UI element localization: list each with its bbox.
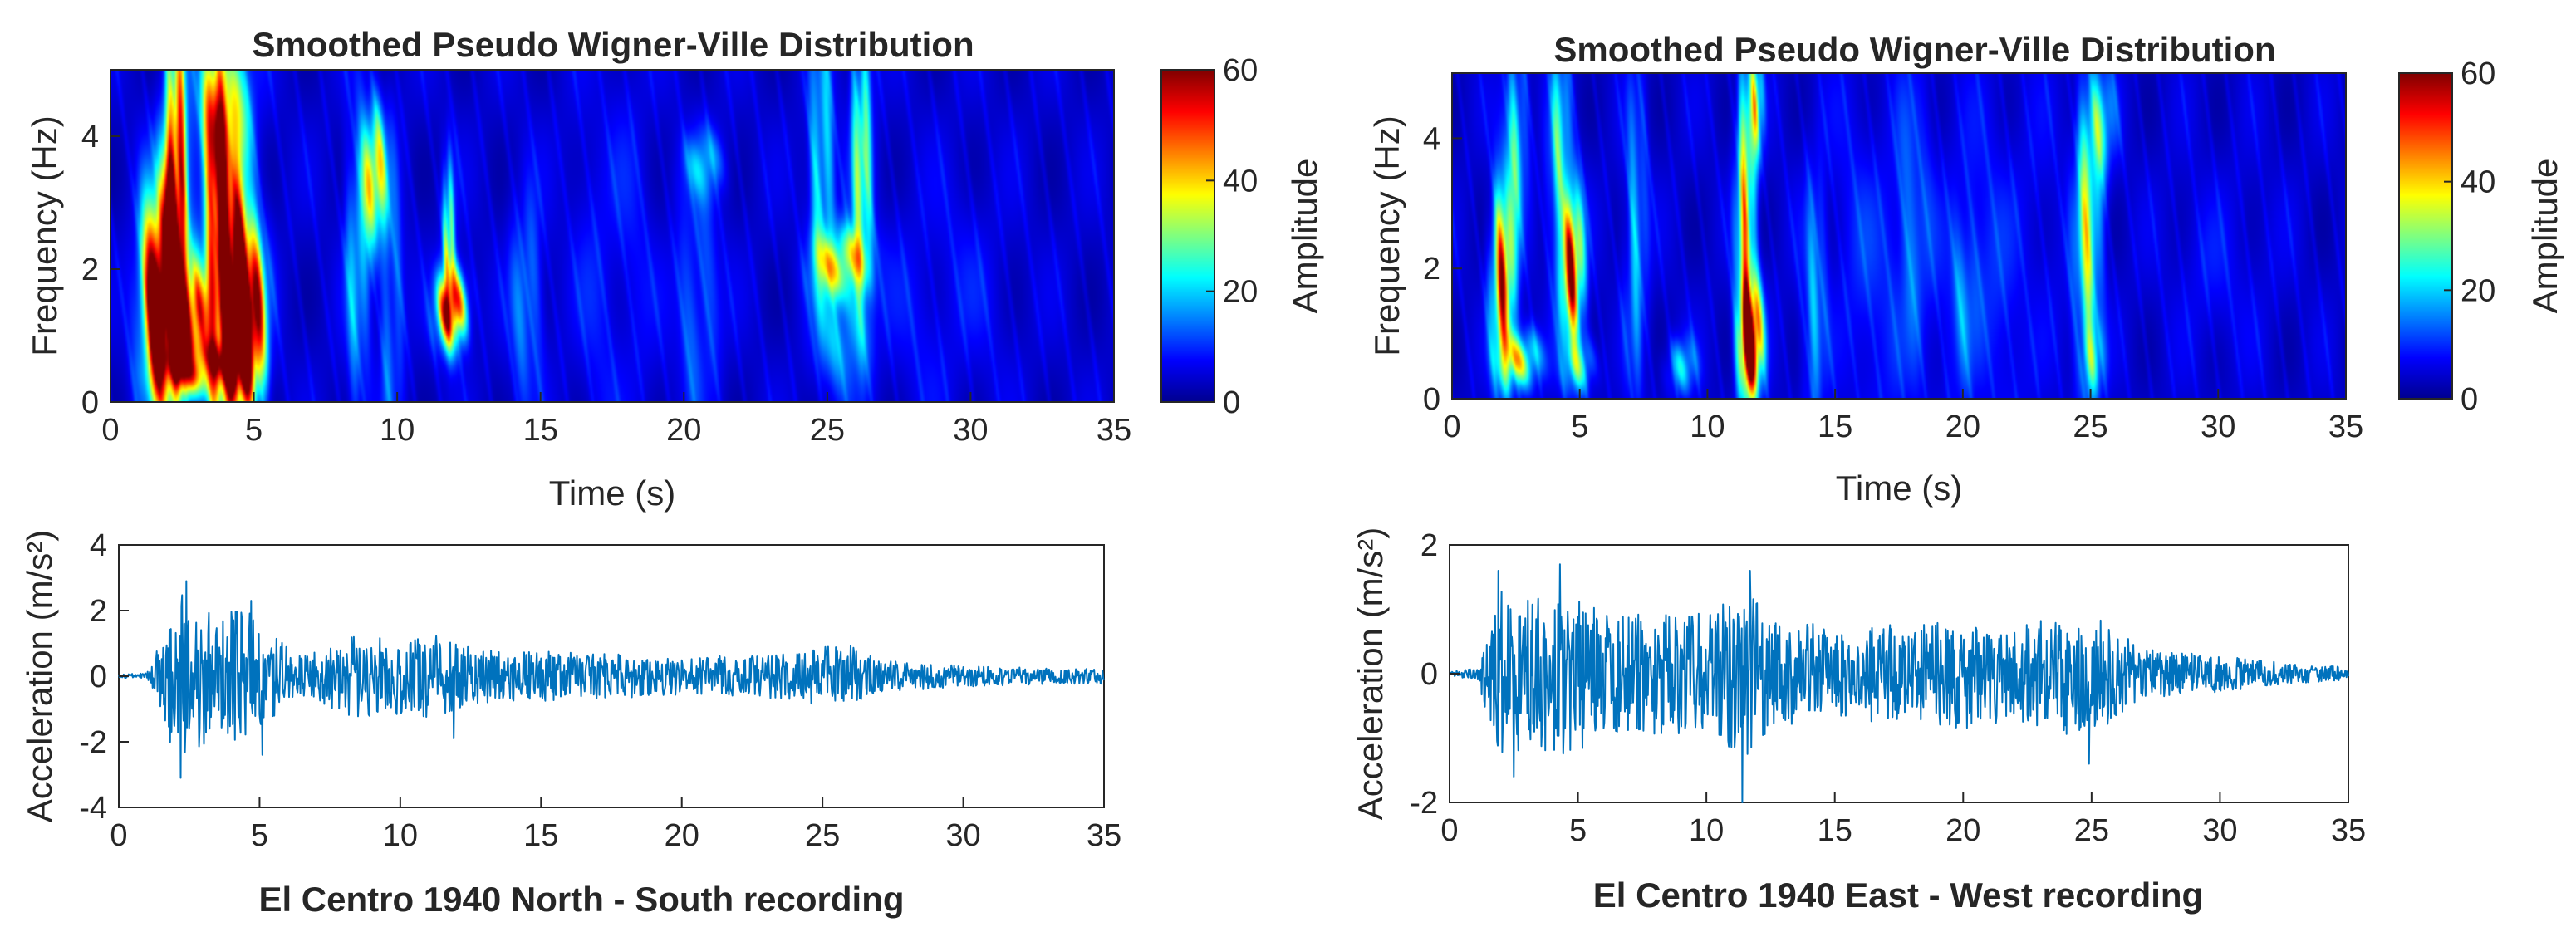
accel-ns-xtick-label: 5	[251, 818, 268, 853]
spwvd-ns-colorbar-ticks: 0 20 40 60	[1206, 53, 1258, 420]
spwvd-ew-colorbar-tick-label: 40	[2461, 165, 2495, 200]
accel-ew-xtick-label: 35	[2331, 813, 2366, 848]
accel-ew-panel: 0 5 10 15 20 25 30 35 -202 El Centro 1940 East …	[1351, 527, 2366, 915]
accel-ns-xtick-label: 25	[805, 818, 840, 853]
spwvd-ew-colorbar-tick-label: 60	[2461, 56, 2495, 91]
spwvd-ew-xtick-label: 5	[1571, 410, 1588, 444]
accel-ew-trace	[1449, 563, 2349, 803]
spwvd-ew-x-axis: 0 5 10 15 20 25 30 35	[1443, 389, 2363, 444]
accel-ew-xtick-label: 10	[1689, 813, 1724, 848]
accel-ns-trace	[118, 580, 1105, 779]
spwvd-ew-xtick-label: 20	[1945, 410, 1980, 444]
spwvd-ns-xtick-label: 20	[666, 413, 701, 448]
spwvd-ns-colorbar-label: Amplitude	[1285, 159, 1324, 314]
spwvd-ew-colorbar	[2399, 73, 2452, 399]
spwvd-ew-xtick-label: 15	[1818, 410, 1852, 444]
accel-ew-xtick-label: 0	[1440, 813, 1458, 848]
spwvd-ns-colorbar-tick-label: 0	[1223, 385, 1240, 420]
accel-ns-xtick-label: 30	[945, 818, 980, 853]
spwvd-ns-y-axis: 0 2 4	[81, 120, 120, 420]
accel-ns-xtick-label: 10	[383, 818, 418, 853]
spwvd-ew-heatmap	[1452, 73, 2346, 399]
spwvd-ns-xtick-label: 25	[810, 413, 845, 448]
spwvd-ew-colorbar-label: Amplitude	[2525, 159, 2564, 314]
accel-ns-xlabel: El Centro 1940 North - South recording	[258, 880, 904, 919]
spwvd-ew-ylabel: Frequency (Hz)	[1367, 115, 1406, 356]
spwvd-ns-axes-frame	[110, 69, 1115, 403]
spwvd-ns-colorbar-tick-label: 60	[1223, 53, 1258, 88]
spwvd-ns-colorbar-tick-label: 20	[1223, 275, 1258, 310]
accel-ew-ylabel: Acceleration (m/s²)	[1351, 527, 1390, 820]
accel-ew-x-axis: 0 5 10 15 20 25 30 35	[1440, 792, 2366, 848]
spwvd-ew-colorbar-ticks: 0 20 40 60	[2444, 56, 2495, 417]
spwvd-ew-ytick-label: 2	[1423, 252, 1440, 287]
spwvd-ew-y-axis: 0 2 4	[1423, 121, 1462, 417]
accel-ew-y-axis: -2 0 2	[1410, 528, 1460, 821]
accel-ns-y-axis: -4 -2 0 2 4	[79, 528, 129, 826]
accel-ns-ytick-label: 2	[90, 594, 107, 629]
accel-ns-xtick-label: 15	[523, 818, 558, 853]
spwvd-ew-colorbar-tick-label: 0	[2461, 382, 2478, 417]
spwvd-ew-xtick-label: 30	[2201, 410, 2235, 444]
spwvd-ew-xlabel: Time (s)	[1836, 468, 1962, 508]
accel-ew-xlabel: El Centro 1940 East - West recording	[1593, 876, 2203, 915]
spwvd-ns-xtick-label: 30	[953, 413, 988, 448]
spwvd-ns-ytick-label: 4	[81, 120, 99, 155]
accel-ns-ytick-label: -4	[79, 791, 107, 826]
spwvd-ns-colorbar-frame	[1160, 69, 1215, 403]
spwvd-ns-colorbar	[1161, 70, 1214, 402]
spwvd-ew-axes-frame	[1451, 72, 2347, 400]
accel-ns-xtick-label: 35	[1087, 818, 1121, 853]
accel-ns-xtick-label: 20	[665, 818, 699, 853]
accel-ns-panel: 0 5 10 15 20 25 30 35 -4 -2 0 2 4 El Centro 1940 No…	[20, 528, 1121, 919]
spwvd-ns-title: Smoothed Pseudo Wigner-Ville Distributio…	[252, 25, 974, 64]
accel-ew-xtick-label: 5	[1569, 813, 1587, 848]
spwvd-ns-ylabel: Frequency (Hz)	[25, 115, 64, 356]
accel-ew-ytick-label: -2	[1410, 786, 1438, 821]
spwvd-ns-xtick-label: 0	[101, 413, 119, 448]
accel-ew-xtick-label: 20	[1945, 813, 1980, 848]
spwvd-ns-panel: Smoothed Pseudo Wigner-Ville Distributio…	[25, 25, 1324, 513]
spwvd-ns-x-axis: 0 5 10 15 20 25 30 35	[101, 392, 1131, 448]
accel-ns-ytick-label: -2	[79, 725, 107, 760]
spwvd-ew-xtick-label: 10	[1690, 410, 1725, 444]
spwvd-ns-xtick-label: 10	[380, 413, 415, 448]
spwvd-ns-ytick-label: 0	[81, 385, 99, 420]
spwvd-ns-ytick-label: 2	[81, 253, 99, 287]
spwvd-ew-ytick-label: 4	[1423, 121, 1440, 156]
spwvd-ew-colorbar-frame	[2398, 72, 2453, 400]
spwvd-ew-xtick-label: 25	[2073, 410, 2107, 444]
spwvd-ew-ytick-label: 0	[1423, 382, 1440, 417]
spwvd-ns-heatmap	[110, 70, 1114, 402]
spwvd-ns-colorbar-tick-label: 40	[1223, 164, 1258, 199]
spwvd-ew-panel: Smoothed Pseudo Wigner-Ville Distributio…	[1367, 30, 2564, 508]
accel-ew-ytick-label: 0	[1420, 657, 1438, 692]
spwvd-ew-colorbar-tick-label: 20	[2461, 273, 2495, 308]
accel-ns-ytick-label: 0	[90, 660, 107, 694]
accel-ew-ytick-label: 2	[1420, 528, 1438, 563]
accel-ew-xtick-label: 15	[1818, 813, 1852, 848]
spwvd-ew-xtick-label: 0	[1443, 410, 1460, 444]
accel-ew-xtick-label: 30	[2202, 813, 2237, 848]
accel-ew-xtick-label: 25	[2074, 813, 2109, 848]
spwvd-ns-xtick-label: 35	[1097, 413, 1131, 448]
spwvd-ns-xtick-label: 5	[245, 413, 263, 448]
accel-ns-xtick-label: 0	[110, 818, 127, 853]
spwvd-ns-xlabel: Time (s)	[549, 473, 675, 513]
accel-ns-x-axis: 0 5 10 15 20 25 30 35	[110, 797, 1121, 853]
accel-ns-ytick-label: 4	[90, 528, 107, 563]
accel-ns-ylabel: Acceleration (m/s²)	[20, 530, 59, 822]
spwvd-ns-xtick-label: 15	[523, 413, 558, 448]
spwvd-ew-xtick-label: 35	[2328, 410, 2363, 444]
spwvd-ew-title: Smoothed Pseudo Wigner-Ville Distributio…	[1553, 30, 2275, 69]
